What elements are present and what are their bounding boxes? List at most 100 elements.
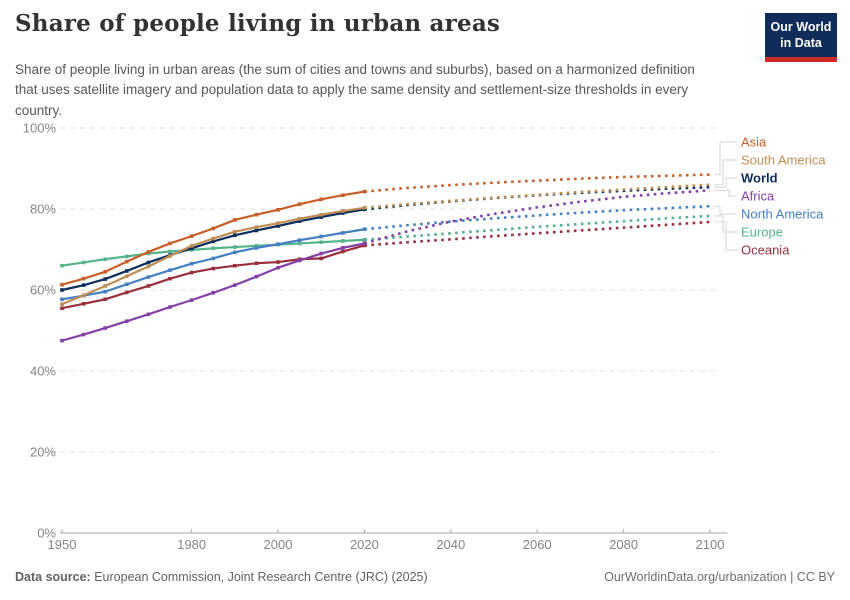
data-source-value: European Commission, Joint Research Cent… [90,570,428,584]
series-marker-oceania-2015 [341,249,345,254]
legend-connector-oceania [714,221,737,251]
series-marker-world-2000 [276,224,280,228]
legend-label-europe[interactable]: Europe [741,225,783,240]
series-projection-africa[interactable] [364,189,711,245]
series-marker-europe-1965 [125,254,129,259]
series-marker-asia-1990 [233,218,237,222]
series-marker-oceania-1970 [146,284,151,288]
series-marker-europe-1960 [103,257,107,262]
series-marker-africa-1950 [60,338,64,343]
y-tick-label-0: 0% [37,526,56,541]
legend-label-oceania[interactable]: Oceania [741,243,790,258]
legend-label-asia[interactable]: Asia [741,135,767,150]
series-marker-south-america-1980 [189,244,194,248]
series-marker-europe-1990 [233,245,237,249]
series-marker-north-america-1975 [168,268,172,272]
series-line-europe[interactable] [61,238,365,267]
legend-label-south-america[interactable]: South America [741,153,826,168]
series-marker-asia-1970 [146,250,151,254]
owid-logo-line1: Our World [770,20,832,34]
series-marker-africa-1995 [254,274,259,279]
series-marker-oceania-1955 [81,301,86,306]
series-marker-oceania-1960 [103,297,107,302]
series-marker-asia-1955 [81,276,86,281]
x-tick-label-2020: 2020 [350,537,379,552]
legend-connector-north-america [714,205,737,215]
series-marker-asia-1975 [168,241,172,246]
series-marker-south-america-1985 [211,236,215,241]
series-marker-oceania-1980 [189,270,194,275]
series-marker-asia-1985 [211,226,215,231]
y-tick-label-60: 60% [30,283,56,298]
legend-label-north-america[interactable]: North America [741,207,824,222]
series-marker-africa-2010 [319,251,323,256]
series-marker-africa-1960 [103,326,107,330]
legend-label-world[interactable]: World [741,171,778,186]
series-marker-oceania-1990 [233,263,237,268]
series-marker-north-america-2015 [341,231,345,235]
owid-credit-link[interactable]: OurWorldinData.org/urbanization | CC BY [604,570,835,584]
legend-connector-asia [714,141,737,176]
series-marker-oceania-2000 [276,260,280,264]
series-marker-asia-2010 [319,197,323,202]
series-africa[interactable] [60,189,711,343]
series-marker-oceania-1985 [211,266,215,271]
series-marker-world-1980 [189,246,194,251]
series-marker-asia-1980 [189,234,194,238]
series-marker-oceania-1995 [254,261,259,266]
series-projection-south-america[interactable] [364,183,711,210]
series-marker-world-1965 [125,269,129,273]
series-marker-south-america-1970 [146,264,151,269]
series-marker-asia-2000 [276,208,280,212]
series-projection-world[interactable] [364,185,711,211]
series-marker-north-america-1995 [254,246,259,250]
series-marker-north-america-2000 [276,242,280,247]
series-marker-oceania-1975 [168,276,172,281]
series-projection-oceania[interactable] [364,220,711,247]
series-marker-europe-1985 [211,246,215,251]
series-world[interactable] [60,185,711,292]
series-marker-world-1960 [103,277,107,281]
y-tick-label-20: 20% [30,445,56,460]
series-marker-world-2005 [297,219,302,223]
page-title: Share of people living in urban areas [15,10,501,37]
series-marker-asia-1950 [60,282,64,287]
series-asia[interactable] [60,173,711,287]
series-marker-world-1955 [81,283,86,287]
series-north-america[interactable] [60,204,711,302]
series-marker-north-america-1965 [125,282,129,287]
series-marker-oceania-1965 [125,290,129,295]
series-marker-africa-1970 [146,312,151,317]
legend-label-africa[interactable]: Africa [741,189,775,204]
chart-subtitle: Share of people living in urban areas (t… [15,62,695,118]
series-marker-south-america-1960 [103,284,107,288]
series-south-america[interactable] [60,183,711,306]
series-marker-north-america-1990 [233,250,237,255]
series-oceania[interactable] [60,220,711,311]
series-projection-asia[interactable] [364,173,711,193]
series-marker-europe-1995 [254,244,259,248]
y-tick-label-80: 80% [30,202,56,217]
series-marker-south-america-2005 [297,216,302,221]
series-marker-world-1985 [211,239,215,244]
legend-connector-europe [714,215,737,233]
series-marker-south-america-1990 [233,229,237,234]
series-marker-asia-1960 [103,269,107,274]
series-marker-europe-2010 [319,240,323,245]
series-projection-europe[interactable] [364,214,711,242]
series-marker-south-america-1950 [60,302,64,306]
series-marker-oceania-2010 [319,256,323,261]
x-tick-label-2060: 2060 [523,537,552,552]
x-tick-label-2000: 2000 [264,537,293,552]
series-marker-north-america-1985 [211,256,215,261]
series-projection-north-america[interactable] [364,204,711,231]
series-marker-europe-1955 [81,260,86,265]
owid-logo[interactable]: Our World in Data [765,13,837,63]
legend-connector-world [714,177,737,188]
series-marker-africa-1965 [125,319,129,323]
series-marker-world-1970 [146,260,151,265]
series-marker-africa-1980 [189,298,194,302]
series-marker-world-1990 [233,233,237,238]
series-marker-south-america-1965 [125,274,129,279]
x-tick-label-2080: 2080 [609,537,638,552]
